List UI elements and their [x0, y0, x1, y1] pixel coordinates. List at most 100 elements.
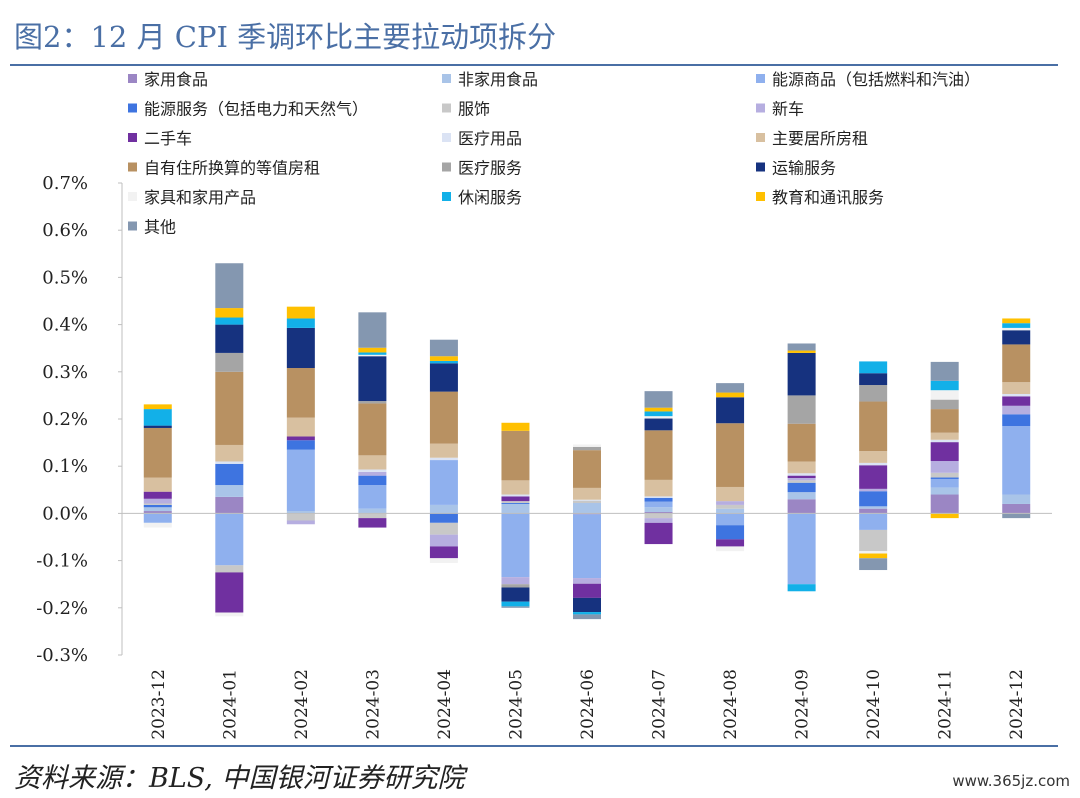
legend-swatch	[128, 74, 137, 83]
bar-segment	[573, 487, 601, 500]
bar-segment	[429, 534, 458, 547]
bar-segment	[215, 308, 244, 318]
bar-segment	[1002, 330, 1031, 345]
bar-segment	[644, 518, 673, 523]
bar-segment	[644, 507, 673, 512]
y-tick-label: -0.3%	[36, 645, 88, 666]
bar-segment	[215, 572, 244, 613]
bar-segment	[1002, 323, 1031, 328]
bar-segment	[286, 513, 315, 521]
bar-segment	[644, 479, 673, 497]
bar-segment	[358, 352, 387, 355]
y-tick-label: -0.2%	[36, 598, 88, 619]
bar-segment	[501, 494, 530, 497]
y-tick-label: 0.1%	[42, 456, 88, 477]
bar-segment	[143, 409, 172, 426]
bar-segment	[573, 444, 601, 447]
bar-segment	[787, 499, 816, 514]
bar-segment	[429, 513, 458, 523]
bar-segment	[716, 486, 745, 502]
bar-segment	[859, 506, 888, 509]
bar-segment	[429, 363, 458, 392]
bar-segment	[573, 614, 601, 620]
bar-segment	[859, 465, 888, 489]
legend-label: 自有住所换算的等值房租	[144, 159, 320, 178]
legend-label: 服饰	[458, 100, 490, 119]
bar-segment	[429, 339, 458, 357]
bar-segment	[930, 513, 959, 519]
bar-segment	[787, 480, 816, 483]
bar-segment	[573, 597, 601, 613]
bar-segment	[358, 471, 387, 476]
bar-segment	[215, 461, 244, 464]
bar-segment	[1002, 393, 1031, 397]
bar-segment	[787, 478, 816, 481]
bar-segment	[930, 380, 959, 391]
bar-segment	[644, 407, 673, 412]
bar-segment	[859, 488, 888, 492]
bar-segment	[930, 487, 959, 495]
bar-segment	[787, 492, 816, 500]
x-tick-label: 2024-02	[292, 669, 312, 740]
bar-segment	[787, 584, 816, 592]
legend-swatch	[442, 162, 451, 172]
bar-segment	[573, 500, 601, 504]
x-tick-label: 2024-08	[721, 669, 741, 740]
legend-swatch	[442, 192, 451, 201]
bar-segment	[644, 501, 673, 508]
bar-segment	[644, 511, 673, 514]
bar-segment	[716, 508, 745, 514]
bar-segment	[787, 482, 816, 493]
bar-segment	[644, 522, 673, 545]
bar-segment	[716, 397, 745, 424]
bar-segment	[1002, 405, 1031, 415]
bar-segment	[573, 612, 601, 615]
legend-label: 能源服务（包括电力和天然气）	[144, 100, 368, 119]
bar-segment	[215, 352, 244, 372]
y-tick-label: 0.5%	[42, 267, 88, 288]
x-tick-label: 2024-01	[220, 669, 240, 740]
bar-segment	[143, 513, 172, 523]
bar-segment	[1002, 503, 1031, 514]
watermark: www.365jz.com	[952, 772, 1070, 790]
bar-segment	[859, 373, 888, 386]
bar-segment	[859, 385, 888, 402]
y-axis: -0.3% -0.2% -0.1% 0.0% 0.1% 0.2% 0.3% 0.4% 0.5% 0…	[36, 173, 123, 666]
bars	[122, 263, 1052, 620]
bar-segment	[286, 520, 315, 525]
legend-label: 教育和通讯服务	[772, 188, 884, 207]
bar-segment	[358, 403, 387, 456]
bar-segment	[787, 473, 816, 476]
x-tick-label: 2024-09	[793, 669, 813, 740]
bar-segment	[215, 317, 244, 325]
bar-segment	[358, 356, 387, 402]
legend-swatch	[442, 74, 451, 83]
x-axis: 2023-12 2024-01 2024-02 2024-03 2024-04 2024-…	[149, 669, 1027, 740]
bar-segment	[429, 391, 458, 444]
y-tick-label: 0.6%	[42, 220, 88, 241]
bar-segment	[930, 461, 959, 473]
bar-segment	[286, 449, 315, 512]
bar-segment	[215, 485, 244, 497]
bar-segment	[716, 546, 745, 552]
bar-segment	[716, 383, 745, 393]
legend-swatch	[128, 192, 137, 201]
bar-segment	[215, 463, 244, 486]
bar-segment	[286, 511, 315, 514]
y-tick-label: 0.2%	[42, 409, 88, 430]
legend-label: 休闲服务	[458, 188, 522, 207]
bar-segment	[1002, 344, 1031, 383]
bar-segment	[859, 513, 888, 530]
title-rule	[10, 64, 1058, 66]
bar-segment	[429, 356, 458, 361]
bar-segment	[644, 391, 673, 408]
bar-segment	[1002, 382, 1031, 394]
bar-segment	[930, 439, 959, 443]
bar-segment	[930, 442, 959, 462]
bar-segment	[429, 546, 458, 559]
legend-swatch	[128, 103, 137, 113]
bar-segment	[573, 446, 601, 451]
bar-segment	[930, 477, 959, 479]
bar-segment	[286, 440, 315, 450]
legend-label: 新车	[772, 100, 804, 119]
